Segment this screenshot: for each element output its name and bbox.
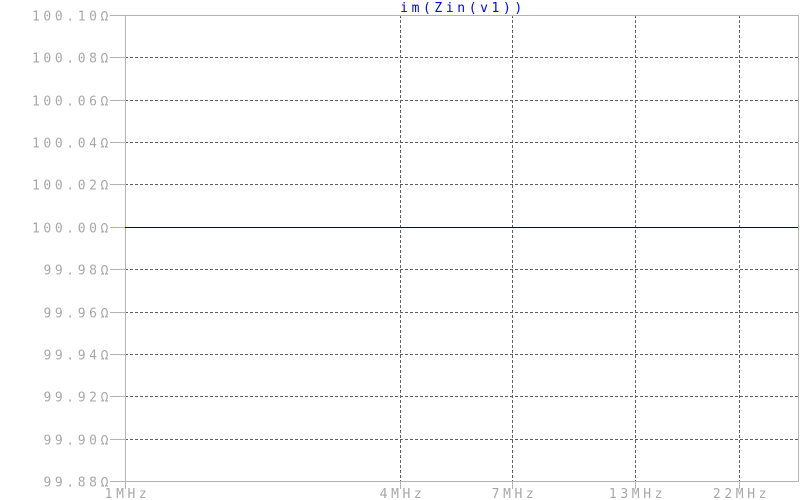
y-tick-label: 99.90Ω — [43, 434, 112, 449]
x-tick-label: 7MHz — [492, 487, 538, 500]
y-axis-ticks: 100.10Ω 100.08Ω 100.06Ω 100.04Ω 100.02Ω 100.0… — [32, 10, 125, 491]
y-tick-label: 100.04Ω — [32, 137, 112, 152]
y-tick-label: 99.98Ω — [43, 264, 112, 279]
x-tick-label: 13MHz — [609, 487, 666, 500]
chart-title: im(Zin(v1)) — [400, 1, 526, 16]
y-tick-label: 100.10Ω — [32, 10, 112, 25]
y-tick-label: 99.92Ω — [43, 391, 112, 406]
grid — [125, 15, 798, 481]
x-axis-ticks: 1MHz 4MHz 7MHz 13MHz 22MHz — [105, 481, 770, 500]
x-tick-label: 1MHz — [105, 487, 151, 500]
y-tick-label: 99.88Ω — [43, 476, 112, 491]
y-tick-label: 100.00Ω — [32, 222, 112, 237]
y-tick-label: 99.94Ω — [43, 349, 112, 364]
y-tick-label: 100.06Ω — [32, 95, 112, 110]
y-tick-label: 100.02Ω — [32, 179, 112, 194]
x-tick-label: 22MHz — [713, 487, 770, 500]
y-tick-label: 99.96Ω — [43, 307, 112, 322]
plot-frame — [125, 15, 799, 482]
x-tick-label: 4MHz — [380, 487, 426, 500]
plot-border — [125, 15, 799, 482]
y-tick-label: 100.08Ω — [32, 52, 112, 67]
